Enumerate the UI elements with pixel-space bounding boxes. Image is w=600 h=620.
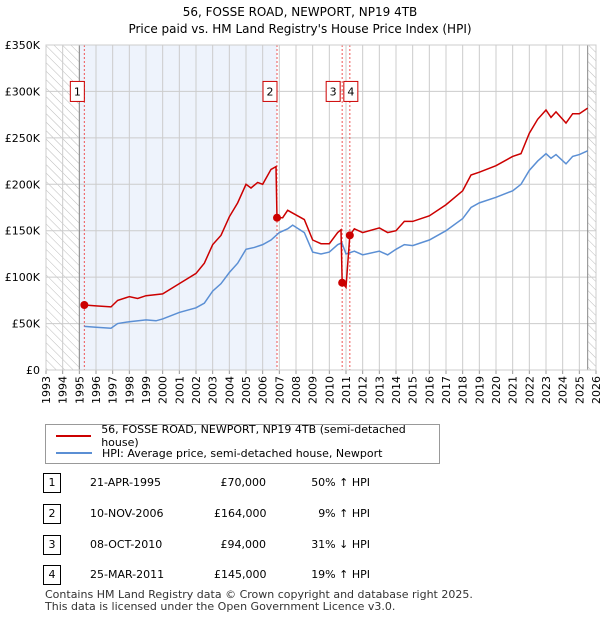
x-tick-label: 2011 — [340, 376, 353, 404]
y-tick-label: £50K — [12, 318, 41, 331]
x-tick-label: 2000 — [157, 376, 170, 404]
x-tick-label: 2013 — [373, 376, 386, 404]
legend-item-hpi: HPI: Average price, semi-detached house,… — [56, 444, 382, 462]
sale-label-rect — [262, 80, 278, 102]
table-row: 3 08-OCT-2010 £94,000 31% ↓ HPI — [0, 535, 600, 555]
x-tick-label: 2015 — [407, 376, 420, 404]
x-tick-label: 1993 — [40, 376, 53, 404]
legend-item-property: 56, FOSSE ROAD, NEWPORT, NP19 4TB (semi-… — [56, 423, 439, 449]
title: 56, FOSSE ROAD, NEWPORT, NP19 4TB — [182, 5, 418, 19]
x-tick-label: 2008 — [290, 376, 303, 404]
y-tick-label: £150K — [5, 225, 41, 238]
x-tick-label: 2005 — [240, 376, 253, 404]
x-tick-label: 2014 — [390, 376, 403, 404]
sale-number: 1 — [43, 473, 61, 493]
x-tick-label: 2023 — [540, 376, 553, 404]
sale-date: 21-APR-1995 — [90, 476, 162, 489]
x-tick-label: 2017 — [440, 376, 453, 404]
sale-price: £70,000 — [220, 476, 267, 489]
hatched-region — [587, 45, 596, 370]
sale-date: 25-MAR-2011 — [90, 568, 165, 581]
footer-line-1: Contains HM Land Registry data © Crown c… — [45, 588, 473, 601]
price-chart: 1993 1994 1995 1996 1997 1998 1999 2000 2001 2002… — [5, 39, 600, 404]
sale-date: 08-OCT-2010 — [90, 538, 163, 551]
table-row: 2 10-NOV-2006 £164,000 9% ↑ HPI — [0, 504, 600, 524]
hpi-delta: 9% ↑ HPI — [318, 507, 370, 520]
x-tick-label: 1998 — [123, 376, 136, 404]
x-tick-label: 1999 — [140, 376, 153, 404]
y-tick-label: £300K — [5, 85, 41, 98]
sale-point — [345, 231, 354, 240]
y-tick-label: £0 — [26, 364, 40, 377]
x-tick-label: 2022 — [523, 376, 536, 404]
x-tick-label: 2019 — [473, 376, 486, 404]
y-tick-label: £200K — [5, 178, 41, 191]
hpi-delta: 19% ↑ HPI — [311, 568, 370, 581]
sale-number: 2 — [43, 504, 61, 524]
x-tick-label: 2007 — [273, 376, 286, 404]
legend-swatch — [56, 435, 92, 437]
sale-label-text: 4 — [347, 85, 354, 98]
x-tick-label: 2020 — [490, 376, 503, 404]
x-tick-label: 2012 — [357, 376, 370, 404]
sale-point — [273, 213, 281, 222]
sale-label-box: 3 — [325, 80, 341, 102]
sale-label-rect — [69, 80, 85, 102]
sale-label-text: 2 — [267, 85, 274, 98]
sale-price: £94,000 — [220, 538, 267, 551]
legend-label: 56, FOSSE ROAD, NEWPORT, NP19 4TB (semi-… — [101, 423, 406, 449]
x-tick-label: 1995 — [73, 376, 86, 404]
x-tick-label: 2003 — [207, 376, 220, 404]
x-tick-label: 2021 — [507, 376, 520, 404]
x-tick-label: 2010 — [323, 376, 336, 404]
sale-label-rect — [343, 80, 359, 102]
table-row: 1 21-APR-1995 £70,000 50% ↑ HPI — [0, 473, 600, 493]
x-tick-label: 2009 — [307, 376, 320, 404]
x-tick-label: 2024 — [557, 376, 570, 404]
x-tick-label: 1996 — [90, 376, 103, 404]
sale-label-rect — [325, 80, 341, 102]
sale-date: 10-NOV-2006 — [90, 507, 164, 520]
sale-price: £164,000 — [214, 507, 267, 520]
footer: Contains HM Land Registry data © Crown c… — [45, 589, 473, 613]
sale-label-box: 2 — [262, 80, 278, 102]
legend: 56, FOSSE ROAD, NEWPORT, NP19 4TB (semi-… — [45, 423, 440, 464]
sale-label-box: 4 — [343, 80, 359, 102]
shaded-region — [79, 45, 277, 370]
legend-label: HPI: Average price, semi-detached house,… — [102, 446, 383, 460]
x-tick-label: 1997 — [107, 376, 120, 404]
y-tick-label: £350K — [5, 39, 41, 52]
x-tick-label: 2026 — [590, 376, 600, 404]
y-tick-label: £100K — [5, 271, 41, 284]
sale-point — [80, 301, 89, 309]
hpi-delta: 31% ↓ HPI — [311, 538, 370, 551]
hpi-line — [84, 150, 588, 329]
x-tick-label: 2025 — [573, 376, 586, 404]
legend-swatch — [56, 452, 92, 454]
sale-label-box: 1 — [69, 80, 85, 102]
sale-number: 4 — [43, 565, 61, 585]
sale-label-text: 3 — [330, 85, 337, 98]
x-tick-label: 2004 — [223, 376, 236, 404]
x-tick-label: 2002 — [190, 376, 203, 404]
x-tick-label: 1994 — [57, 376, 70, 404]
footer-line-2: This data is licensed under the Open Gov… — [45, 600, 396, 613]
hpi-delta: 50% ↑ HPI — [311, 476, 370, 489]
sale-point — [338, 278, 347, 287]
y-tick-label: £250K — [5, 132, 41, 145]
sale-price: £145,000 — [214, 568, 267, 581]
x-tick-label: 2001 — [173, 376, 186, 404]
plot-border — [45, 44, 597, 371]
chart-title: 56, FOSSE ROAD, NEWPORT, NP19 4TB Price … — [0, 4, 600, 38]
subtitle: Price paid vs. HM Land Registry's House … — [128, 22, 472, 36]
sale-label-text: 1 — [74, 85, 81, 98]
property-line — [84, 107, 589, 308]
x-tick-label: 2018 — [457, 376, 470, 404]
sale-number: 3 — [43, 535, 61, 555]
x-tick-label: 2016 — [423, 376, 436, 404]
table-row: 4 25-MAR-2011 £145,000 19% ↑ HPI — [0, 565, 600, 585]
x-tick-label: 2006 — [257, 376, 270, 404]
